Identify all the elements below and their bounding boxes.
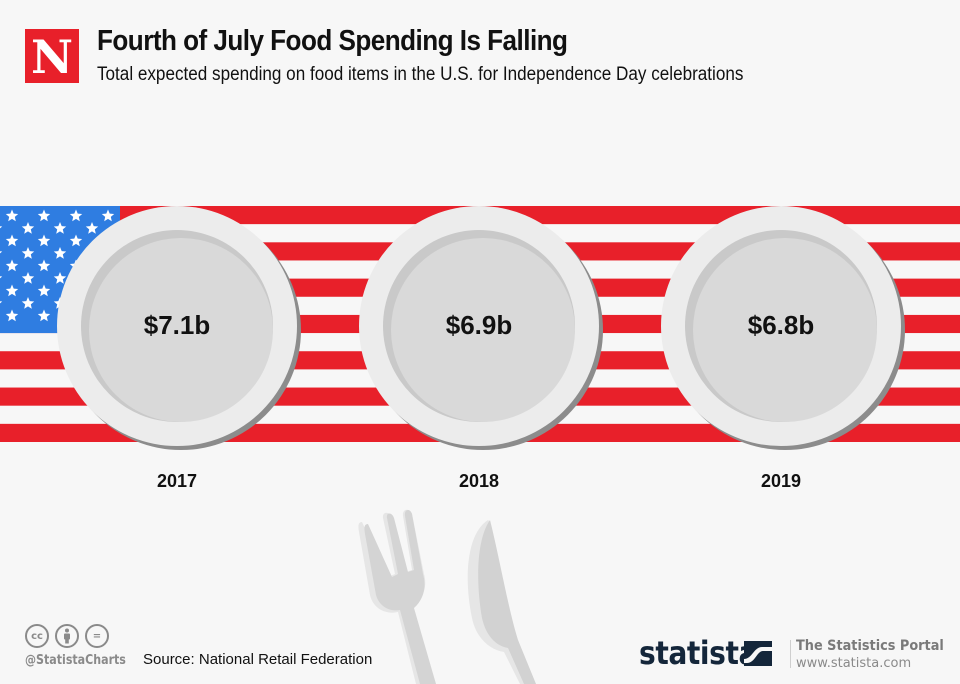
plate-center [693, 238, 877, 422]
value-label-2017: $7.1b [143, 310, 211, 340]
no-derivatives-icon: = [85, 624, 109, 648]
flag-star [5, 309, 19, 322]
year-label-2018: 2018 [458, 471, 500, 491]
knife-icon [467, 520, 536, 684]
statista-logo-text[interactable]: statista [639, 634, 758, 672]
flag-star [21, 222, 35, 234]
cc-icon: cc [25, 624, 49, 648]
cutlery-illustration [358, 509, 536, 684]
year-label-2019: 2019 [760, 471, 802, 491]
flag-star [21, 247, 35, 259]
footer-divider [790, 640, 791, 668]
portal-title: The Statistics Portal [796, 638, 944, 654]
flag-star [37, 284, 51, 297]
flag-star [0, 251, 3, 254]
flag-star [85, 222, 99, 234]
chart-subtitle: Total expected spending on food items in… [97, 64, 744, 85]
value-label-2019: $6.8b [747, 310, 815, 340]
flag-star [37, 234, 51, 247]
flag-star [101, 209, 115, 222]
newsweek-logo: N [25, 29, 79, 83]
fork-icon [358, 509, 436, 684]
flag-star [69, 209, 83, 222]
year-label-2017: 2017 [156, 471, 198, 491]
chart-title: Fourth of July Food Spending Is Falling [97, 25, 568, 57]
flag-star [5, 284, 19, 297]
attribution-icon [55, 624, 79, 648]
flag-star [0, 301, 3, 304]
plate-2018 [359, 206, 603, 450]
twitter-handle[interactable]: @StatistaCharts [25, 653, 126, 668]
flag-star [37, 309, 51, 322]
flag-star [5, 209, 19, 222]
flag-star [5, 259, 19, 272]
flag-star [21, 297, 35, 309]
plate-2019 [661, 206, 905, 450]
flag-star [0, 226, 3, 229]
flag-star [37, 209, 51, 222]
plate-2017 [57, 206, 301, 450]
portal-url[interactable]: www.statista.com [796, 656, 912, 671]
flag-star [21, 272, 35, 284]
value-label-2018: $6.9b [445, 310, 513, 340]
flag-star [53, 272, 67, 284]
flag-star [53, 222, 67, 234]
flag-star [0, 276, 3, 279]
plate-center [391, 238, 575, 422]
statista-logo-icon [744, 641, 772, 666]
flag-star [37, 259, 51, 272]
source-note: Source: National Retail Federation [143, 651, 373, 668]
license-icons: cc = [25, 624, 109, 648]
plate-center [89, 238, 273, 422]
flag-star [53, 247, 67, 259]
flag-star [5, 234, 19, 247]
logo-letter: N [30, 30, 74, 84]
flag-star [69, 234, 83, 247]
